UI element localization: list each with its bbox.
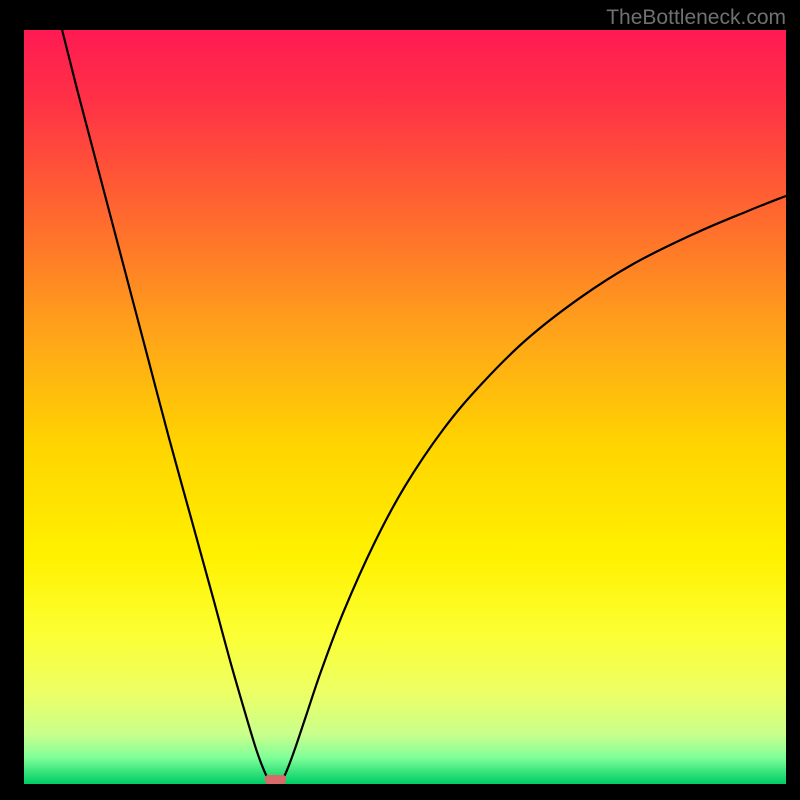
bottleneck-curve <box>24 30 786 784</box>
plot-area <box>24 30 786 784</box>
curve-left-branch <box>62 30 269 782</box>
chart-container: TheBottleneck.com <box>0 0 800 800</box>
curve-right-branch <box>282 196 786 782</box>
optimal-marker <box>265 775 286 784</box>
watermark-label: TheBottleneck.com <box>606 6 786 30</box>
